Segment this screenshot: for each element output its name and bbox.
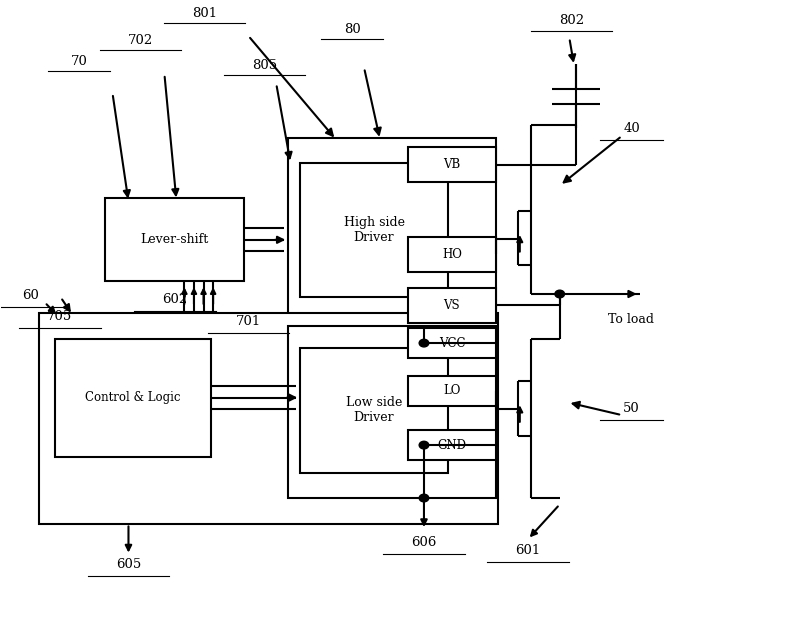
Bar (408, 148, 496, 182)
Circle shape (419, 494, 429, 502)
Bar (55, 339, 210, 457)
Text: 50: 50 (623, 403, 640, 415)
Text: 805: 805 (252, 59, 277, 72)
Bar (408, 236, 496, 272)
Text: Control & Logic: Control & Logic (85, 391, 181, 404)
Text: 605: 605 (116, 558, 141, 571)
Bar (288, 138, 496, 326)
Bar (300, 164, 448, 297)
Bar (288, 326, 496, 498)
Text: To load: To load (608, 313, 654, 326)
Bar (408, 288, 496, 323)
Text: 606: 606 (411, 536, 437, 549)
Circle shape (555, 290, 565, 298)
Text: 70: 70 (70, 55, 87, 68)
Text: 602: 602 (162, 293, 187, 305)
Text: 802: 802 (559, 15, 584, 27)
Text: Lever-shift: Lever-shift (140, 233, 209, 246)
Text: 60: 60 (22, 289, 39, 302)
Text: 705: 705 (47, 310, 73, 323)
Bar (408, 328, 496, 358)
Text: LO: LO (443, 385, 461, 397)
Text: 701: 701 (236, 315, 261, 328)
Text: Low side
Driver: Low side Driver (346, 396, 402, 424)
Circle shape (419, 442, 429, 449)
Bar (300, 348, 448, 472)
Text: 80: 80 (344, 23, 361, 36)
Text: High side
Driver: High side Driver (343, 216, 405, 244)
Text: VCC: VCC (438, 337, 465, 350)
Text: GND: GND (438, 438, 466, 452)
Text: HO: HO (442, 248, 462, 261)
Bar (105, 198, 244, 281)
Text: 40: 40 (623, 121, 640, 135)
Circle shape (419, 339, 429, 347)
Bar (408, 376, 496, 406)
Text: VB: VB (443, 158, 461, 171)
Text: 601: 601 (515, 544, 541, 557)
Text: 702: 702 (128, 34, 153, 47)
Text: VS: VS (443, 298, 460, 312)
Text: 801: 801 (192, 7, 217, 20)
Bar (408, 430, 496, 461)
Bar (39, 313, 498, 523)
